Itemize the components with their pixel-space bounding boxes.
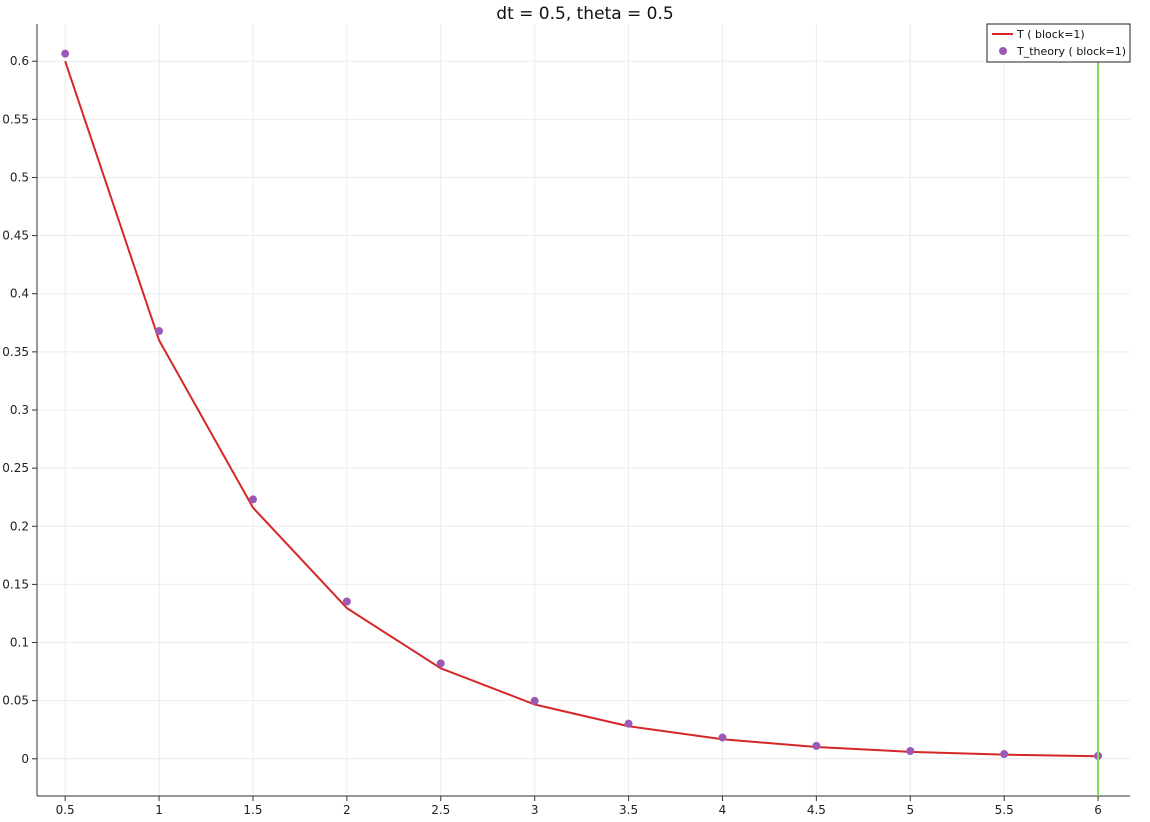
y-tick-label: 0.6 bbox=[10, 54, 29, 68]
data-point-T-theory bbox=[436, 659, 445, 668]
x-tick-label: 6 bbox=[1094, 803, 1102, 817]
y-tick-label: 0.3 bbox=[10, 403, 29, 417]
x-tick-label: 5 bbox=[906, 803, 914, 817]
x-tick-label: 5.5 bbox=[995, 803, 1014, 817]
series-layer bbox=[61, 49, 1103, 760]
x-tick-label: 1.5 bbox=[243, 803, 262, 817]
y-tick-label: 0.35 bbox=[2, 345, 29, 359]
y-tick-label: 0 bbox=[21, 752, 29, 766]
data-point-T-theory bbox=[1000, 750, 1009, 759]
data-point-T-theory bbox=[155, 327, 164, 336]
x-tick-label: 2 bbox=[343, 803, 351, 817]
data-point-T-theory bbox=[812, 741, 821, 750]
y-tick-label: 0.1 bbox=[10, 636, 29, 650]
legend: T ( block=1) T_theory ( block=1) bbox=[986, 23, 1131, 63]
data-point-T-theory bbox=[624, 719, 633, 728]
y-tick-label: 0.55 bbox=[2, 112, 29, 126]
y-tick-label: 0.25 bbox=[2, 461, 29, 475]
data-point-T-theory bbox=[718, 733, 727, 742]
data-point-T-theory bbox=[61, 49, 70, 58]
legend-label: T ( block=1) bbox=[1016, 28, 1085, 41]
y-tick-label: 0.05 bbox=[2, 694, 29, 708]
x-tick-label: 0.5 bbox=[56, 803, 75, 817]
y-tick-label: 0.15 bbox=[2, 577, 29, 591]
data-point-T-theory bbox=[906, 747, 915, 756]
data-point-T-theory bbox=[248, 495, 257, 504]
x-tick-label: 3 bbox=[531, 803, 539, 817]
data-point-T-theory bbox=[342, 597, 351, 606]
legend-box bbox=[986, 23, 1131, 63]
y-tick-label: 0.45 bbox=[2, 229, 29, 243]
legend-label: T_theory ( block=1) bbox=[1016, 45, 1126, 58]
legend-swatch-point bbox=[999, 47, 1007, 55]
x-tick-label: 1 bbox=[155, 803, 163, 817]
y-tick-label: 0.2 bbox=[10, 519, 29, 533]
y-tick-label: 0.5 bbox=[10, 170, 29, 184]
series-line-T bbox=[64, 60, 1099, 758]
x-tick-label: 2.5 bbox=[431, 803, 450, 817]
axes: 0.5 1 1.5 2 2.5 3 3.5 4 4.5 5 5.5 6 0 0.05 0.1 0.15 0.2 0… bbox=[2, 24, 1130, 817]
x-tick-label: 3.5 bbox=[619, 803, 638, 817]
x-tick-label: 4 bbox=[719, 803, 727, 817]
x-tick-label: 4.5 bbox=[807, 803, 826, 817]
data-point-T-theory bbox=[530, 696, 539, 705]
chart-title: dt = 0.5, theta = 0.5 bbox=[496, 4, 673, 24]
y-tick-label: 0.4 bbox=[10, 287, 29, 301]
